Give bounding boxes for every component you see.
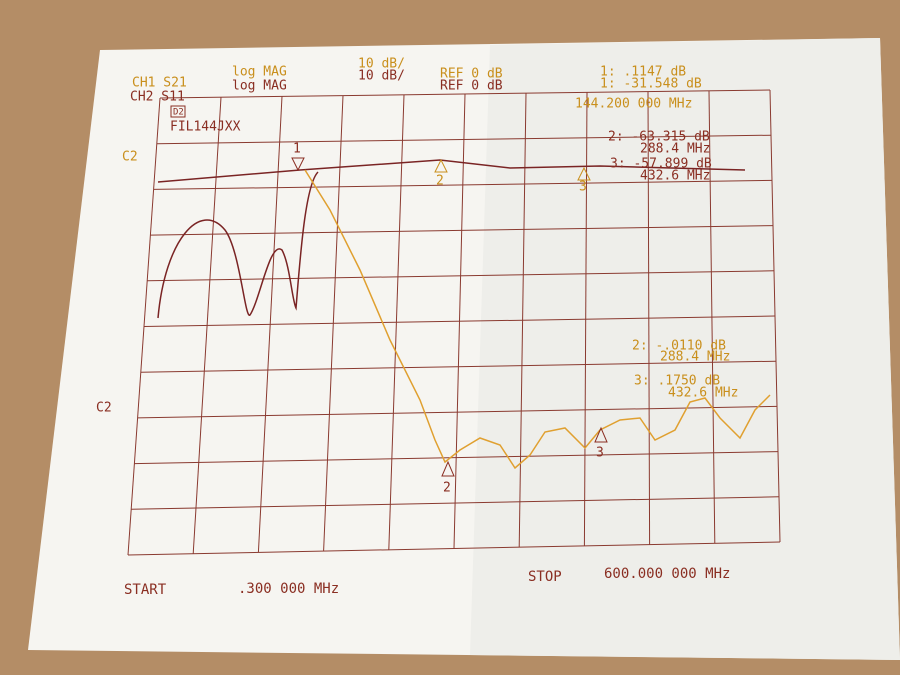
ch2-format: log MAG (232, 79, 287, 94)
stop-label: STOP (528, 569, 562, 585)
m2-freq: 288.4 MHz (640, 142, 710, 157)
s11-trace (157, 171, 319, 319)
trace-marker: 3 (579, 180, 587, 195)
marker-triangle (434, 158, 448, 173)
stop-value: 600.000 000 MHz (604, 566, 730, 582)
paper-fold (470, 38, 900, 660)
grid-line (134, 451, 779, 465)
start-value: .300 000 MHz (238, 581, 339, 597)
m1-freq: 144.200 000 MHz (575, 97, 692, 112)
ch2-ref: REF 0 dB (440, 79, 503, 94)
marker-triangle (291, 157, 305, 172)
grid-line (143, 315, 776, 327)
m3-freq: 432.6 MHz (640, 169, 710, 184)
ch1-ref: REF 0 dB (440, 67, 503, 82)
channel-label: C2 (96, 401, 112, 416)
start-label: START (124, 582, 167, 598)
grid (127, 89, 781, 556)
lower-m3-freq: 432.6 MHz (668, 386, 738, 401)
ch2-scale: 10 dB/ (358, 69, 405, 84)
trace-marker: 2 (436, 174, 444, 189)
m3-value: 3: -57.899 dB (610, 157, 712, 172)
s21-passband-trace (157, 159, 746, 183)
ch1-label: CH1 S21 (132, 76, 187, 91)
grid-line (769, 89, 781, 543)
ch1-format: log MAG (232, 65, 287, 80)
ch1-scale: 10 dB/ (358, 57, 405, 72)
m1-ch2: 1: -31.548 dB (600, 77, 702, 92)
marker-triangle (577, 166, 591, 181)
lower-m2-freq: 288.4 MHz (660, 350, 730, 365)
grid-line (518, 93, 527, 548)
tag-box (170, 105, 186, 118)
grid-line (137, 405, 778, 419)
trace-marker: 3 (596, 446, 604, 461)
m1-ch1: 1: .1147 dB (600, 65, 686, 80)
m2-value: 2: -63.315 dB (608, 130, 710, 145)
marker-triangle (441, 460, 455, 477)
lower-m3-value: 3: .1750 dB (634, 374, 720, 389)
grid-line (583, 92, 588, 546)
channel-label: C2 (122, 150, 138, 165)
title-tag: D2 (173, 108, 184, 118)
ch2-label: CH2 S11 (130, 90, 185, 105)
s21-rejection-trace (304, 169, 771, 470)
grid-line (131, 496, 780, 510)
grid-line (127, 541, 781, 556)
grid-line (140, 360, 777, 373)
grid-line (708, 90, 716, 544)
marker-triangle (594, 426, 608, 443)
trace-marker: 1 (293, 142, 301, 157)
lower-m2-value: 2: -.0110 dB (632, 339, 726, 354)
trace-marker: 2 (443, 481, 451, 496)
title-name: FIL144JXX (170, 120, 241, 135)
